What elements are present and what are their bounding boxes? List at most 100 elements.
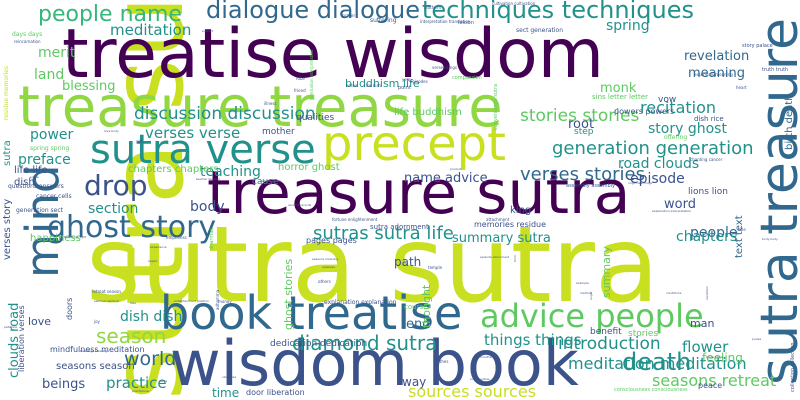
word-time: time — [212, 386, 240, 400]
word-sutra-sutra-main: sutra sutra — [86, 204, 660, 326]
word-dedication-dedication: memories residue — [474, 220, 547, 229]
word-aims: aims — [160, 379, 168, 383]
word-teachings-light: teachings light — [64, 235, 87, 239]
word-verses-kings: verses kings — [432, 65, 457, 70]
word-end: end — [406, 317, 431, 332]
word-door-liberation: door liberation — [246, 388, 305, 397]
word-experience: experience — [150, 245, 167, 249]
word-pages-pages: text text — [734, 215, 745, 258]
word-wisdom-book: wisdom book — [170, 327, 579, 400]
word-generation-generation: generation generation — [552, 138, 754, 159]
word-robe: robe — [296, 76, 306, 81]
word-root: root — [568, 117, 595, 132]
word-heart: heart — [736, 85, 747, 90]
word-monk: monk — [600, 81, 637, 96]
word-sect-generation: sect generation — [516, 27, 564, 34]
word-verses-verse: verses verse — [145, 124, 241, 142]
word-advice-people: advice people — [480, 297, 704, 335]
word-world: world — [124, 348, 177, 370]
word-spring: spring — [606, 18, 650, 34]
word-book-treatise: book treatise — [160, 286, 463, 340]
word-body: body — [190, 199, 225, 215]
word-prayer: prayer — [342, 13, 356, 18]
word-peace: benefit — [590, 327, 622, 337]
word-blogs-blogs: blogs blogs — [706, 355, 724, 359]
word-verses-story: buddhism life — [345, 77, 420, 90]
word-feeling: feeling — [702, 351, 743, 365]
word-treatise-wisdom: treatise wisdom — [62, 15, 605, 94]
word-stories-stories: stories stories — [520, 106, 640, 126]
word-love: love — [28, 315, 52, 328]
word-explanation-explanation: explanation explanation — [324, 299, 397, 306]
word-collection-collection: collection collection — [790, 342, 796, 392]
word-fortune-enlightenment: fortune enlightenment — [332, 217, 378, 222]
word-precept: precept — [322, 116, 506, 172]
word-interpretation-translation: interpretation translation — [420, 19, 471, 24]
word-meditation-meditation: meditation meditation — [568, 354, 747, 373]
word-joy: joy — [94, 319, 100, 324]
word-season: season — [96, 324, 167, 348]
word-offering: offering — [664, 134, 688, 141]
word-text-text: birth death — [784, 94, 795, 150]
word-episode-adornment: episode adornment — [480, 255, 510, 259]
word-cause: dedication dedication — [270, 339, 368, 349]
word-blessings-blessings: blessings blessings — [80, 349, 109, 353]
word-convenience-sutra: convenience sutra — [493, 83, 499, 130]
word-chanting-cancer: chanting cancer — [690, 157, 723, 162]
word-doors: doors — [65, 297, 74, 320]
word-sutras-sutras: sutras sutras — [470, 377, 490, 381]
word-notes: notes — [346, 83, 358, 88]
word-consciousness-consciousness: consciousness consciousness — [614, 387, 688, 393]
word-story-palace: story palace — [742, 43, 773, 49]
word-dish-dish: dish dish — [120, 309, 183, 325]
word-anger: anger — [589, 291, 593, 300]
word-records-records: records records — [288, 203, 312, 207]
word-practice: practice — [106, 374, 167, 392]
word-temple: temple — [428, 265, 443, 270]
word-illness: illness — [264, 101, 277, 106]
word-practitioner: practitioner — [132, 389, 150, 393]
word-recitation: recitation — [640, 98, 717, 117]
word-spring-spring: spring spring — [30, 145, 70, 152]
word-verses-stories: verses stories — [520, 164, 645, 185]
word-fate: fate — [130, 301, 136, 305]
word-origin-teachings: origin teachings — [628, 181, 653, 185]
word-truth-truth: truth truth — [762, 67, 789, 73]
word-emptiness: emptiness — [166, 235, 187, 240]
word-sutra-verse: sutra verse — [90, 127, 316, 173]
word-days-days: days days — [12, 31, 43, 38]
word-explanation-interpretation: explanation interpretation — [652, 209, 692, 213]
word-snake: snake — [30, 175, 39, 179]
word-people: people — [690, 225, 738, 241]
word-things-things: things things — [484, 331, 582, 349]
word-life-buddhism: mother — [262, 127, 295, 137]
word-memories-residue: pages pages — [306, 236, 357, 245]
word-mother: qualities — [296, 113, 335, 123]
word-ghost-stories: ghost stories — [282, 258, 295, 330]
word-enlightenment-position: enlightenment position — [174, 299, 209, 303]
word-qualities: horror ghost — [278, 162, 340, 173]
word-teacher-teacher: teacher teacher — [196, 177, 220, 181]
word-condition: condition — [705, 286, 709, 300]
word-people-name: people name — [38, 2, 182, 27]
word-treasure-sutra: treasure sutra — [207, 158, 631, 228]
word-diamond-sutra: diamond sutra — [292, 331, 438, 355]
word-sutra-adornment: sutra adornment — [370, 223, 429, 231]
word-example: example — [576, 281, 589, 285]
word-conditions: conditions — [666, 291, 682, 295]
word-life-life: life life — [14, 165, 48, 176]
word-suffering: suffering — [370, 17, 397, 24]
word-stories: verses story — [2, 198, 13, 260]
word-episodes: episodes — [410, 79, 428, 84]
word-relatives: relatives — [322, 265, 335, 269]
word-summary: summary — [600, 246, 613, 298]
word-land: land — [34, 67, 65, 83]
word-point: point — [398, 85, 411, 91]
word-seminar-seminar: seminar seminar — [94, 299, 120, 303]
word-patience: patience — [4, 325, 17, 329]
word-lesson: lesson — [458, 20, 474, 26]
word-name-advice: name advice — [404, 171, 488, 186]
word-man: man — [690, 317, 715, 330]
word-death: death — [622, 348, 692, 376]
